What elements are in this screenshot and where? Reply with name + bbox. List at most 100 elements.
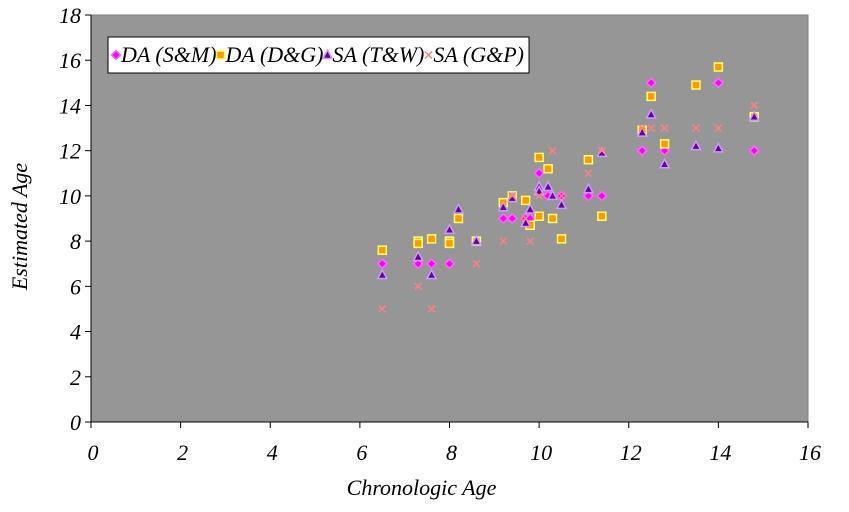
data-point	[714, 124, 723, 133]
data-point	[524, 202, 536, 214]
legend-label: SA (T&W)	[333, 42, 425, 67]
legend-marker-diamond-icon	[110, 49, 122, 61]
x-tick-label: 6	[356, 440, 367, 465]
legend-marker-x-icon	[424, 50, 433, 60]
data-point	[597, 211, 607, 221]
legend-marker-triangle-icon	[321, 48, 334, 60]
y-tick-label: 18	[59, 3, 81, 28]
data-point	[533, 167, 545, 179]
data-point	[636, 145, 648, 157]
y-axis-title: Estimated Age	[7, 163, 32, 292]
x-tick-label: 10	[530, 440, 552, 465]
x-tick-label: 16	[799, 440, 821, 465]
legend-box	[107, 36, 530, 74]
data-point	[582, 190, 594, 202]
data-point	[712, 77, 724, 89]
data-point	[660, 124, 669, 133]
data-point	[472, 259, 481, 268]
data-point	[412, 250, 424, 262]
data-point	[443, 223, 456, 235]
data-point	[690, 139, 702, 151]
legend: DA (S&M) DA (D&G) SA (T&W) SA (G&P)	[107, 36, 530, 74]
data-point	[534, 152, 544, 163]
x-axis-title: Chronologic Age	[347, 475, 497, 500]
data-point	[376, 258, 388, 270]
data-point	[555, 198, 568, 210]
data-point	[535, 191, 544, 200]
data-point	[508, 191, 517, 200]
data-point	[425, 268, 438, 280]
y-tick-label: 16	[59, 48, 81, 73]
data-point	[659, 139, 670, 149]
data-point	[548, 146, 557, 155]
data-point	[646, 91, 656, 102]
legend-item: DA (S&M)	[110, 42, 217, 67]
data-point	[534, 211, 544, 221]
data-point	[542, 180, 554, 192]
x-tick-label: 0	[88, 440, 99, 465]
data-point	[520, 195, 531, 206]
data-point	[658, 157, 671, 169]
y-tick-label: 10	[59, 184, 81, 209]
data-point	[543, 164, 553, 174]
data-point	[412, 258, 424, 270]
legend-label: SA (G&P)	[433, 42, 524, 67]
y-tick-label: 2	[70, 365, 81, 390]
data-point	[453, 213, 464, 224]
data-point	[748, 110, 760, 121]
data-point	[413, 238, 423, 249]
data-marks	[376, 62, 760, 313]
data-point	[597, 146, 606, 155]
data-point	[582, 182, 595, 194]
y-tick-label: 0	[70, 410, 81, 435]
x-tick-label: 14	[709, 440, 731, 465]
data-point	[470, 234, 483, 246]
data-point	[546, 189, 559, 201]
data-point	[712, 141, 725, 153]
data-point	[636, 125, 648, 137]
data-point	[526, 237, 535, 246]
legend-item: DA (D&G)	[215, 42, 324, 67]
series-sa-t-w	[376, 107, 760, 280]
x-tick-label: 8	[446, 440, 457, 465]
series-sa-g-p	[378, 101, 759, 313]
data-point	[645, 107, 657, 119]
data-point	[557, 191, 566, 200]
data-point	[521, 214, 530, 223]
legend-item: SA (G&P)	[424, 42, 524, 67]
data-point	[506, 212, 518, 225]
data-point	[376, 268, 389, 280]
data-point	[691, 124, 700, 133]
data-point	[596, 190, 608, 202]
data-point	[750, 101, 759, 110]
legend-marker-square-icon	[215, 50, 226, 60]
data-point	[713, 62, 724, 72]
legend-item: SA (T&W)	[321, 42, 425, 67]
data-point	[444, 238, 455, 249]
data-point	[426, 234, 437, 244]
x-tick-label: 12	[620, 440, 642, 465]
data-point	[443, 258, 456, 270]
y-tick-label: 6	[70, 274, 81, 299]
x-tick-label: 4	[267, 440, 278, 465]
data-point	[378, 304, 387, 313]
data-point	[547, 213, 558, 224]
data-point	[647, 124, 656, 133]
y-tick-label: 12	[59, 139, 81, 164]
plot-area	[90, 14, 809, 423]
data-point	[452, 202, 465, 214]
legend-label: DA (D&G)	[225, 42, 324, 67]
data-point	[583, 154, 594, 165]
y-tick-label: 14	[59, 93, 81, 118]
legend-label: DA (S&M)	[120, 42, 217, 67]
data-point	[414, 282, 423, 291]
axes: 0 2 4 6 8 10 12 14 16 18 0 2 4 6 8 10 12 14 16	[59, 3, 821, 465]
data-point	[426, 258, 438, 270]
y-tick-label: 8	[70, 229, 81, 254]
x-tick-label: 2	[177, 440, 188, 465]
data-point	[748, 145, 760, 157]
y-tick-label: 4	[70, 320, 81, 345]
data-point	[377, 245, 388, 255]
data-point	[499, 237, 508, 246]
